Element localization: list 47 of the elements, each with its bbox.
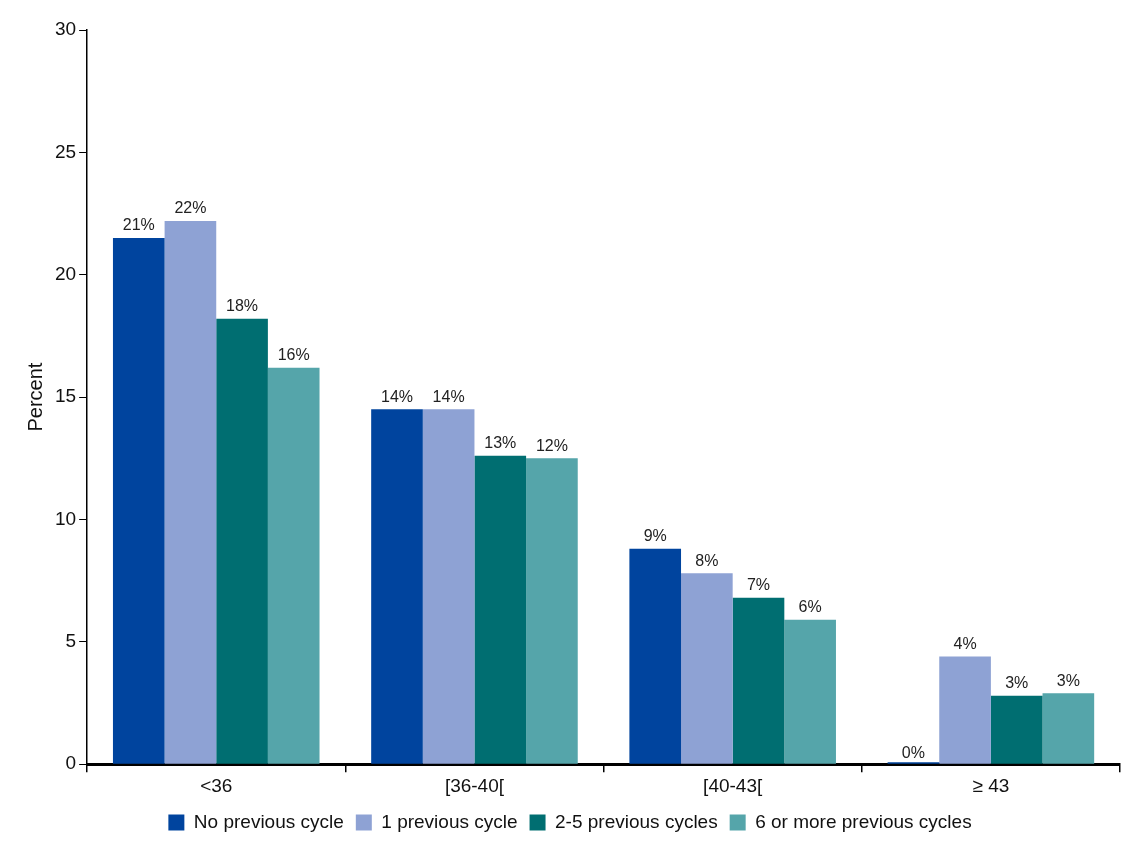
bar [216,318,268,764]
data-label: 9% [643,527,667,545]
data-label: 16% [277,346,310,364]
x-tick-label: [40-43[ [703,774,763,796]
data-label: 18% [226,297,259,315]
bar [112,238,165,764]
data-label: 12% [535,436,568,454]
data-label: 22% [174,199,207,217]
bar [526,458,578,764]
data-label: 6% [798,598,822,616]
y-tick-label: 10 [54,507,77,529]
bar [990,695,1043,764]
data-label: 4% [953,634,977,652]
x-tick-label: <36 [200,774,233,796]
x-tick-label: [36-40[ [444,774,505,796]
x-tick-label: ≥ 43 [972,774,1010,796]
data-label: 8% [695,551,719,569]
legend-label: No previous cycle [193,810,344,832]
data-label: 14% [380,387,414,405]
legend-label: 2-5 previous cycles [555,810,718,832]
y-tick-label: 20 [54,262,77,284]
bar [732,597,785,764]
data-label: 21% [122,216,155,234]
y-tick-label: 30 [54,18,77,40]
bar [681,573,733,764]
data-label: 14% [432,387,465,405]
legend-label: 1 previous cycle [381,810,518,832]
y-tick-label: 5 [65,630,77,652]
data-label: 3% [1056,671,1080,689]
y-tick-label: 15 [54,385,77,407]
data-label: 0% [901,743,925,761]
bar [164,220,217,764]
bar [474,455,527,764]
data-label: 7% [746,576,771,594]
y-tick-label: 25 [54,140,77,162]
bar [784,619,836,764]
data-label: 13% [484,434,517,452]
bar [422,409,475,764]
y-axis-title: Percent [23,362,46,432]
data-label: 3% [1005,674,1029,692]
bar [371,409,423,764]
bar [267,367,320,764]
legend-label: 6 or more previous cycles [755,810,972,832]
bar [939,656,991,764]
y-tick-label: 0 [65,752,77,774]
bar [629,548,682,764]
bar [1042,693,1095,764]
